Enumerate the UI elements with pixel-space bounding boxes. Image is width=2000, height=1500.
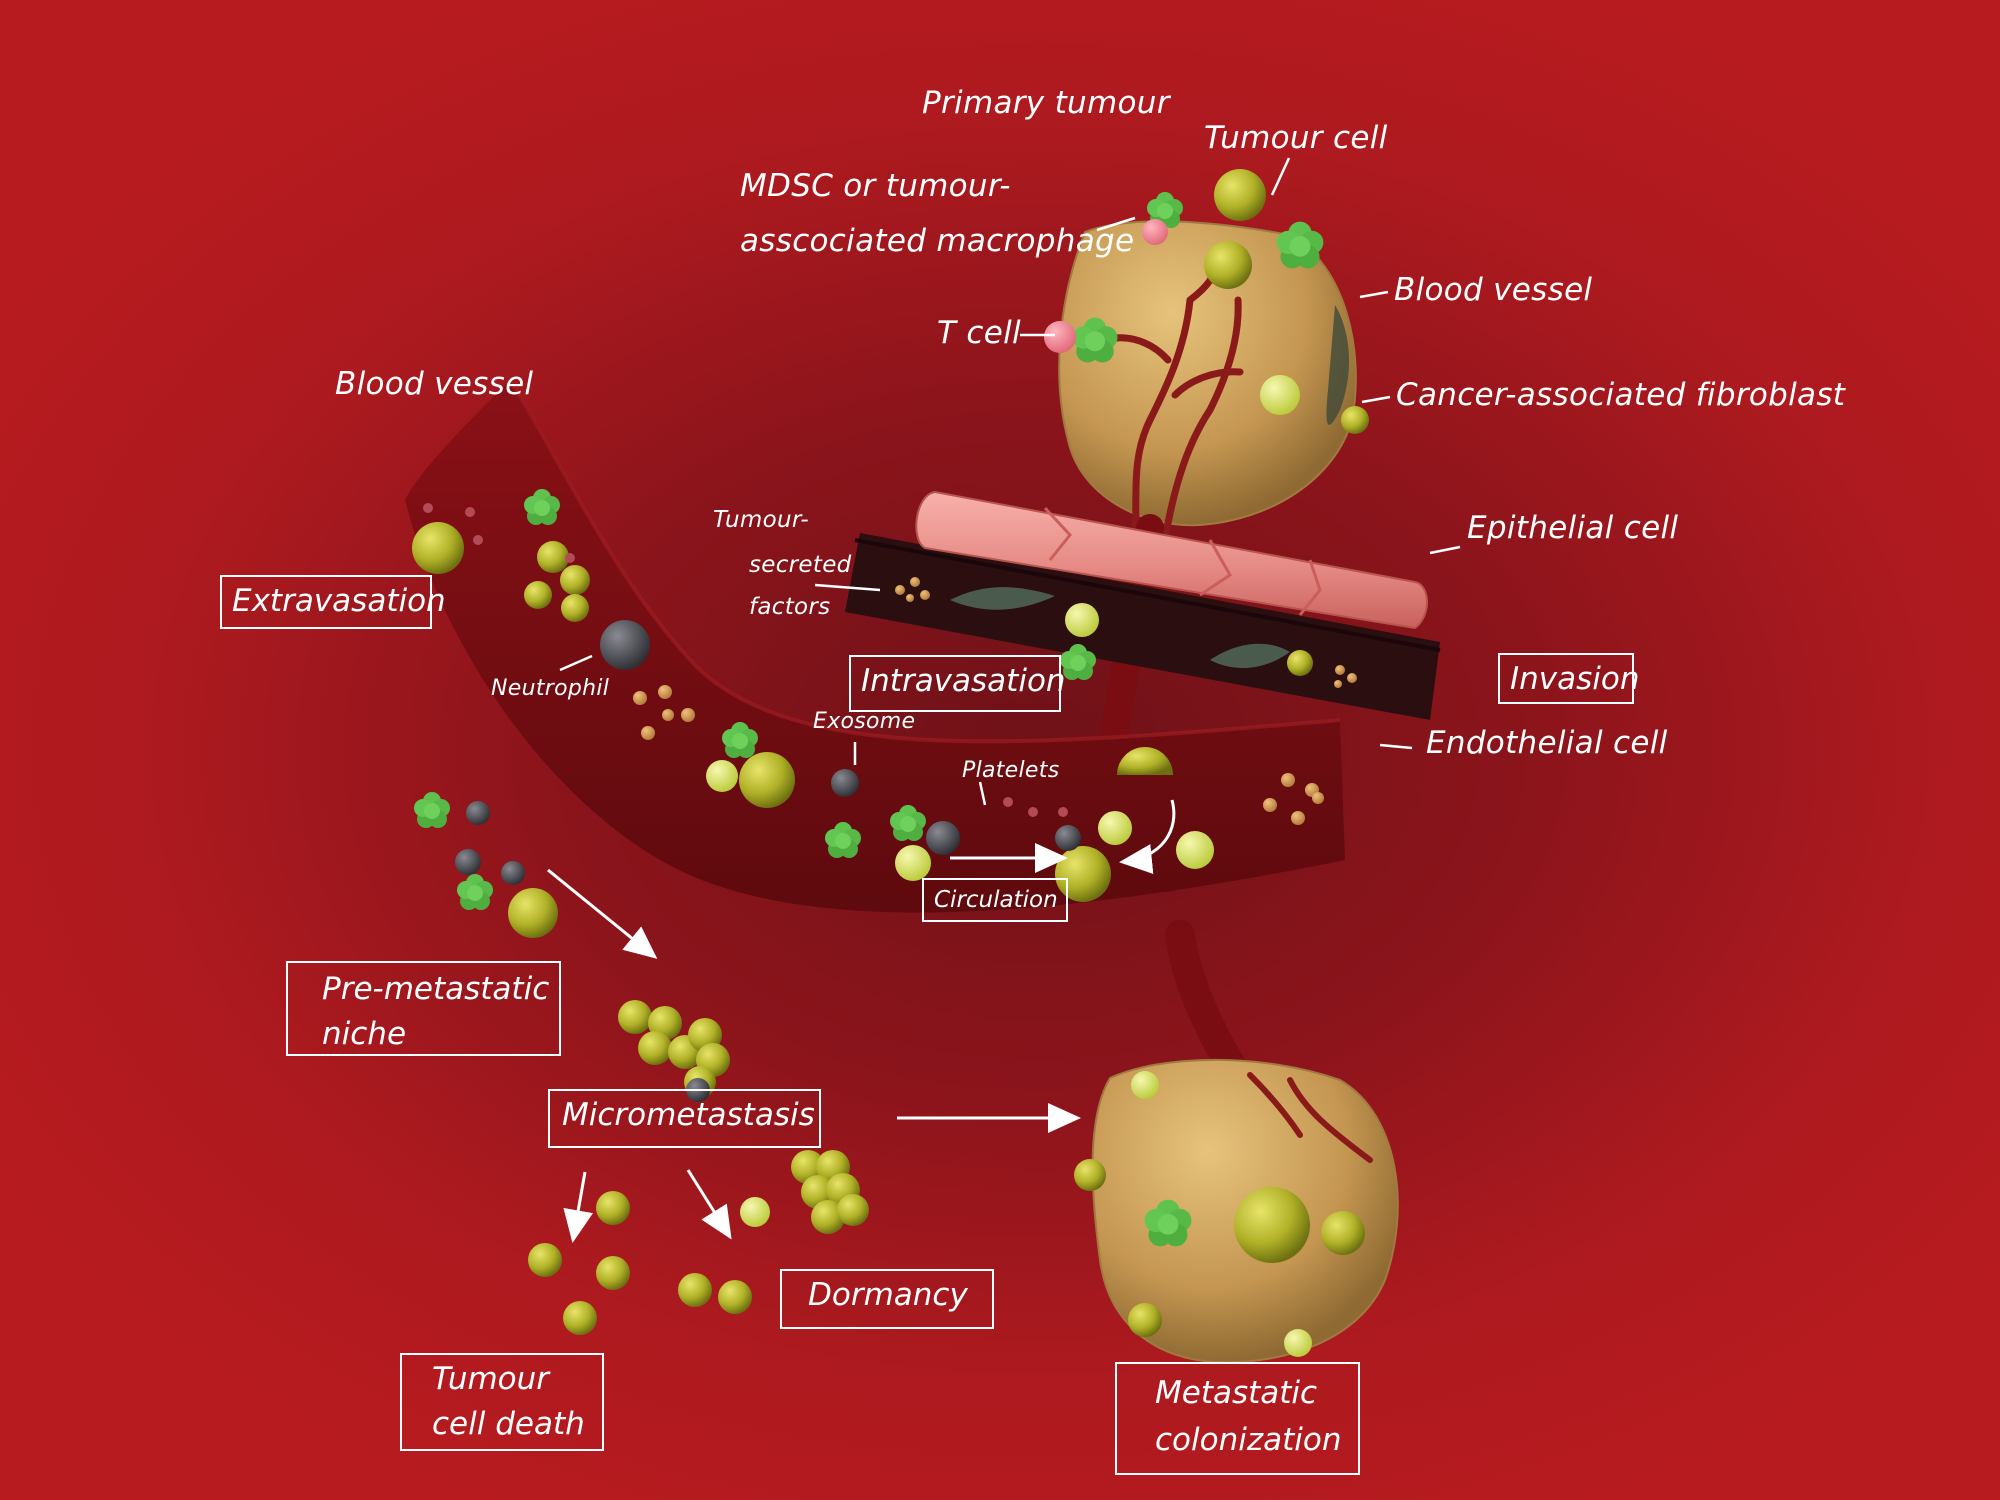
metastatic-colonization-box: Metastatic colonization	[1115, 1362, 1360, 1475]
intravasation-box: Intravasation	[849, 655, 1066, 712]
caf-label: Cancer-associated fibroblast	[1396, 377, 1846, 413]
tumour-secreted-line3: factors	[749, 594, 831, 620]
pre-metastatic-label-line2: niche	[322, 1015, 407, 1052]
tumour-death-label-line1: Tumour	[432, 1361, 550, 1397]
tumour-cell-label: Tumour cell	[1204, 120, 1388, 156]
mdsc-label-line2: asscociated macrophage	[740, 223, 1135, 259]
process-arrows	[547, 799, 1176, 1243]
pre-metastatic-label-line1: Pre-metastatic	[322, 971, 550, 1007]
intravasation-label: Intravasation	[861, 663, 1066, 699]
dormancy-cells	[678, 1150, 869, 1314]
main-blood-vessel	[405, 378, 1345, 913]
metastatic-label-line1: Metastatic	[1155, 1375, 1318, 1411]
tumour-secreted-line2: secreted	[749, 552, 852, 578]
extravasated-cells	[414, 792, 558, 938]
endothelial-layer	[845, 533, 1441, 720]
primary-tumour-label: Primary tumour	[922, 85, 1170, 121]
metastatic-label-line2: colonization	[1155, 1421, 1342, 1458]
invasion-box: Invasion	[1498, 653, 1640, 704]
micrometastasis-label: Micrometastasis	[562, 1097, 815, 1133]
blood-vessel-right-label: Blood vessel	[1394, 272, 1593, 308]
mdsc-label-line1: MDSC or tumour-	[740, 168, 1011, 204]
neutrophil-label: Neutrophil	[491, 676, 610, 701]
primary-tumour	[1044, 169, 1369, 549]
leader-lines	[559, 157, 1461, 806]
epithelial-layer	[915, 490, 1428, 630]
endothelial-cell-label: Endothelial cell	[1426, 725, 1668, 761]
micrometastasis-cluster	[618, 1000, 730, 1102]
dormancy-label: Dormancy	[808, 1277, 968, 1313]
tumour-death-label-line2: cell death	[432, 1405, 585, 1442]
circulation-box: Circulation	[922, 878, 1068, 922]
t-cell-label: T cell	[937, 315, 1021, 351]
to-dormancy-arrow	[686, 1169, 732, 1240]
extravasation-box: Extravasation	[220, 575, 446, 629]
blood-vessel-left-label: Blood vessel	[335, 366, 534, 402]
dying-cells	[528, 1191, 630, 1335]
to-niche-arrow	[547, 868, 658, 959]
metastatic-tumour	[1074, 1058, 1399, 1364]
tumour-secreted-line1: Tumour-	[713, 507, 809, 533]
intravasation-arrow	[1119, 799, 1176, 874]
pre-metastatic-niche-box: Pre-metastatic niche	[286, 961, 561, 1056]
to-death-arrow	[563, 1171, 593, 1243]
epithelial-cell-label: Epithelial cell	[1467, 510, 1679, 546]
exosome-label: Exosome	[813, 709, 916, 734]
invasion-label: Invasion	[1510, 661, 1640, 697]
micrometastasis-box: Micrometastasis	[548, 1089, 821, 1148]
platelets-label: Platelets	[962, 758, 1060, 783]
dormancy-box: Dormancy	[780, 1269, 994, 1329]
extravasation-label: Extravasation	[232, 583, 446, 619]
tumour-cell-death-box: Tumour cell death	[400, 1353, 604, 1451]
circulation-label: Circulation	[934, 887, 1058, 913]
